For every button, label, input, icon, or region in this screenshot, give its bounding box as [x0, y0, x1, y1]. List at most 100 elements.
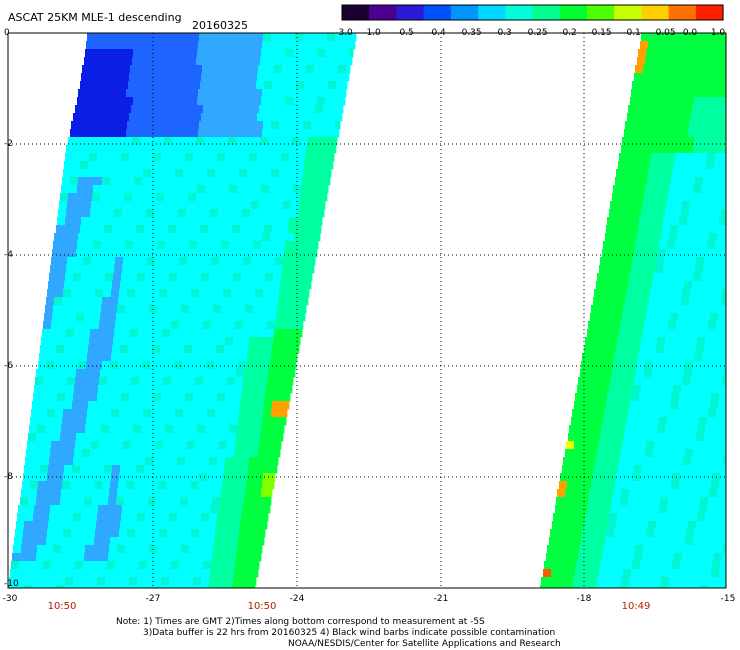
- swath-cell: [54, 233, 63, 242]
- swath-cell: [203, 321, 212, 330]
- swath-cell: [250, 569, 259, 578]
- swath-cell: [68, 433, 77, 442]
- swath-cell: [51, 321, 60, 330]
- swath-cell: [115, 377, 124, 386]
- swath-cell: [709, 233, 718, 242]
- swath-cell: [112, 465, 121, 474]
- swath-cell: [154, 145, 163, 154]
- swath-cell: [658, 465, 667, 474]
- swath-cell: [257, 393, 266, 402]
- swath-cell: [56, 521, 65, 530]
- swath-cell: [263, 33, 272, 42]
- swath-cell: [238, 417, 247, 426]
- swath-cell: [614, 225, 623, 234]
- swath-cell: [706, 465, 715, 474]
- swath-cell: [110, 233, 119, 242]
- swath-cell: [581, 577, 590, 586]
- swath-cell: [210, 265, 219, 274]
- swath-cell: [59, 441, 68, 450]
- swath-cell: [160, 225, 169, 234]
- swath-cell: [126, 297, 135, 306]
- swath-cell: [73, 457, 82, 466]
- swath-cell: [10, 569, 19, 578]
- swath-cell: [610, 249, 619, 258]
- swath-cell: [220, 313, 229, 322]
- swath-cell: [68, 497, 77, 506]
- swath-cell: [652, 193, 661, 202]
- swath-cell: [253, 489, 262, 498]
- swath-cell: [68, 137, 77, 146]
- swath-cell: [208, 401, 217, 410]
- swath-cell: [719, 481, 727, 490]
- swath-cell: [213, 489, 222, 498]
- swath-cell: [342, 41, 351, 50]
- swath-cell: [198, 41, 207, 50]
- swath-cell: [245, 545, 254, 554]
- swath-cell: [80, 225, 89, 234]
- swath-cell: [150, 481, 159, 490]
- swath-cell: [145, 577, 154, 586]
- swath-cell: [84, 433, 93, 442]
- swath-cell: [274, 329, 283, 338]
- swath-cell: [247, 473, 256, 482]
- swath-cell: [284, 137, 293, 146]
- swath-cell: [595, 329, 604, 338]
- swath-cell: [103, 473, 112, 482]
- swath-cell: [150, 129, 159, 138]
- swath-cell: [111, 121, 120, 130]
- swath-cell: [700, 369, 709, 378]
- swath-cell: [664, 257, 673, 266]
- swath-cell: [676, 409, 685, 418]
- swath-cell: [711, 481, 720, 490]
- swath-cell: [291, 201, 300, 210]
- swath-cell: [206, 89, 215, 98]
- swath-cell: [621, 449, 630, 458]
- swath-cell: [707, 241, 716, 250]
- swath-cell: [562, 553, 571, 562]
- swath-cell: [256, 281, 265, 290]
- swath-cell: [641, 33, 650, 42]
- swath-cell: [687, 393, 696, 402]
- swath-cell: [302, 129, 311, 138]
- swath-cell: [228, 193, 237, 202]
- swath-cell: [663, 177, 672, 186]
- swath-cell: [104, 345, 113, 354]
- swath-cell: [138, 209, 147, 218]
- swath-cell: [252, 193, 261, 202]
- swath-cell: [651, 113, 660, 122]
- swath-cell: [333, 97, 342, 106]
- swath-cell: [82, 569, 91, 578]
- swath-cell: [70, 361, 79, 370]
- swath-cell: [632, 169, 641, 178]
- swath-cell: [193, 113, 202, 122]
- swath-cell: [670, 137, 679, 146]
- swath-cell: [146, 329, 155, 338]
- swath-cell: [244, 313, 253, 322]
- swath-cell: [632, 345, 641, 354]
- swath-cell: [598, 401, 607, 410]
- swath-cell: [697, 209, 706, 218]
- swath-cell: [676, 193, 685, 202]
- swath-cell: [115, 321, 124, 330]
- swath-cell: [84, 57, 93, 66]
- swath-cell: [140, 137, 149, 146]
- swath-cell: [81, 513, 90, 522]
- swath-cell: [633, 385, 642, 394]
- swath-cell: [619, 241, 628, 250]
- swath-cell: [585, 513, 594, 522]
- swath-cell: [112, 81, 121, 90]
- swath-cell: [217, 217, 226, 226]
- swath-cell: [306, 209, 315, 218]
- swath-cell: [224, 401, 233, 410]
- swath-cell: [693, 361, 702, 370]
- swath-cell: [563, 457, 572, 466]
- swath-cell: [29, 425, 38, 434]
- swath-cell: [218, 329, 227, 338]
- swath-cell: [608, 345, 617, 354]
- swath-cell: [632, 521, 641, 530]
- swath-cell: [228, 369, 237, 378]
- swath-cell: [637, 57, 646, 66]
- swath-cell: [32, 401, 41, 410]
- swath-cell: [651, 417, 660, 426]
- swath-cell: [137, 273, 146, 282]
